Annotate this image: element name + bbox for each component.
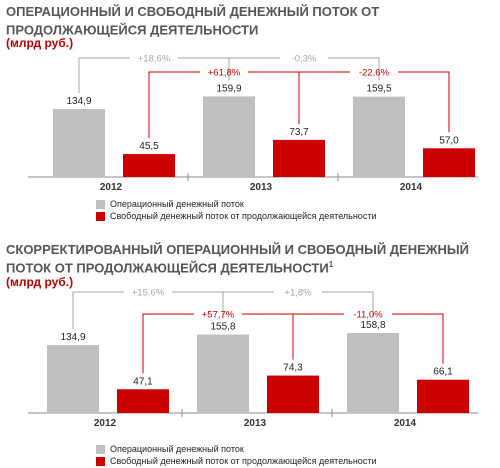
- chart-legend: Операционный денежный поток Свободный де…: [96, 443, 376, 467]
- bar-operating-cash-flow: [53, 109, 105, 177]
- change-bracket-right: [248, 71, 300, 124]
- bar-free-cash-flow: [417, 379, 469, 413]
- chart-unit: (млрд руб.): [6, 275, 74, 289]
- change-percent-label: +15,6%: [132, 288, 165, 299]
- chart-panel-operating-free-cash-flow: ОПЕРАЦИОННЫЙ И СВОБОДНЫЙ ДЕНЕЖНЫЙ ПОТОК …: [0, 0, 500, 230]
- change-bracket-left: [148, 71, 200, 139]
- chart-title: ОПЕРАЦИОННЫЙ И СВОБОДНЫЙ ДЕНЕЖНЫЙ ПОТОК …: [6, 4, 380, 38]
- bar-operating-cash-flow: [197, 334, 249, 413]
- change-bracket-right: [322, 291, 374, 318]
- x-tick-label: 2012: [94, 418, 117, 429]
- legend-swatch-gray: [96, 199, 105, 209]
- change-bracket-left: [222, 291, 274, 319]
- chart-title: СКОРРЕКТИРОВАННЫЙ ОПЕРАЦИОННЫЙ И СВОБОДН…: [6, 242, 469, 276]
- change-bracket-right: [398, 71, 450, 133]
- bar-operating-cash-flow: [353, 96, 405, 177]
- bar-operating-cash-flow: [347, 333, 399, 413]
- bar-value-label: 155,8: [210, 322, 235, 333]
- change-bracket-left: [72, 291, 124, 330]
- change-percent-label: -11,0%: [353, 310, 383, 321]
- legend-label: Операционный денежный поток: [110, 199, 244, 209]
- x-tick-label: 2014: [394, 418, 417, 429]
- change-percent-label: +18,6%: [138, 54, 171, 65]
- chart-panel-adjusted-cash-flow: СКОРРЕКТИРОВАННЫЙ ОПЕРАЦИОННЫЙ И СВОБОДН…: [0, 238, 500, 468]
- change-percent-label: +57,7%: [202, 310, 235, 321]
- bar-free-cash-flow: [423, 148, 475, 177]
- bar-operating-cash-flow: [203, 96, 255, 177]
- change-percent-label: +1,8%: [284, 288, 312, 299]
- bar-chart: 134,9 45,5 2012 159,9 73,7 2013 159,5 57,0 2014 +…: [28, 54, 478, 193]
- legend-label: Свободный денежный поток от продолжающей…: [110, 211, 377, 221]
- change-percent-label: -0,3%: [292, 54, 317, 65]
- bar-value-label: 158,8: [360, 320, 385, 331]
- bar-free-cash-flow: [117, 389, 169, 413]
- chart-unit: (млрд руб.): [6, 36, 74, 50]
- change-bracket-right: [328, 57, 380, 81]
- bar-operating-cash-flow: [47, 345, 99, 413]
- legend-item-operating: Операционный денежный поток: [96, 443, 376, 455]
- legend-item-free: Свободный денежный поток от продолжающей…: [96, 210, 376, 222]
- change-bracket-left: [228, 57, 280, 81]
- legend-swatch-red: [96, 456, 105, 466]
- change-bracket-right: [392, 313, 444, 364]
- legend-item-operating: Операционный денежный поток: [96, 198, 376, 210]
- change-percent-label: +61,8%: [208, 68, 241, 79]
- bar-value-label: 57,0: [439, 135, 459, 146]
- bar-free-cash-flow: [123, 154, 175, 177]
- bar-value-label: 159,5: [366, 84, 391, 95]
- legend-swatch-gray: [96, 444, 105, 454]
- bar-value-label: 159,9: [216, 83, 241, 94]
- legend-label: Свободный денежный поток от продолжающей…: [110, 456, 377, 466]
- bar-free-cash-flow: [267, 375, 319, 413]
- x-tick-label: 2013: [244, 418, 267, 429]
- bar-value-label: 47,1: [133, 376, 153, 387]
- x-tick-label: 2014: [400, 182, 423, 193]
- bar-value-label: 134,9: [66, 96, 91, 107]
- change-bracket-left: [142, 313, 194, 374]
- change-percent-label: -22,6%: [359, 68, 390, 79]
- bar-value-label: 45,5: [139, 141, 159, 152]
- change-bracket-left: [298, 71, 350, 124]
- x-tick-label: 2013: [250, 182, 273, 193]
- bar-value-label: 73,7: [289, 127, 309, 138]
- bar-value-label: 134,9: [60, 332, 85, 343]
- legend-item-free: Свободный денежный поток от продолжающей…: [96, 455, 376, 467]
- legend-swatch-red: [96, 211, 105, 221]
- change-bracket-left: [292, 313, 344, 360]
- bar-free-cash-flow: [273, 139, 325, 177]
- bar-value-label: 74,3: [283, 363, 303, 374]
- chart-legend: Операционный денежный поток Свободный де…: [96, 198, 376, 222]
- legend-label: Операционный денежный поток: [110, 444, 244, 454]
- x-tick-label: 2012: [100, 182, 123, 193]
- change-bracket-right: [242, 313, 294, 360]
- bar-chart: 134,9 47,1 2012 155,8 74,3 2013 158,8 66,1 2014 +…: [28, 288, 478, 429]
- change-bracket-left: [78, 57, 130, 94]
- bar-value-label: 66,1: [433, 367, 453, 378]
